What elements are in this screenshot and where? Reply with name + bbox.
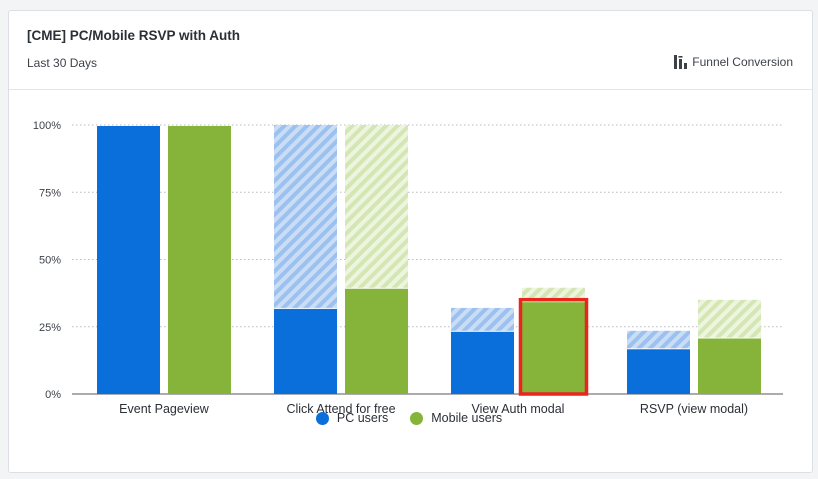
chart-legend: PC users Mobile users (0, 411, 818, 425)
x-category-label: View Auth modal (472, 402, 565, 416)
conversion-bar-mobile[interactable] (168, 126, 231, 394)
dropoff-bar-mobile[interactable] (345, 125, 408, 288)
funnel-conversion-label: Funnel Conversion (692, 55, 793, 69)
highlight-box (518, 297, 589, 396)
legend-item-pc-users[interactable]: PC users (315, 411, 389, 425)
conversion-bar-pc[interactable] (97, 126, 160, 394)
conversion-bar-mobile[interactable] (522, 302, 585, 394)
y-tick-label: 25% (39, 322, 61, 334)
pc-users-swatch (315, 411, 329, 425)
y-axis: 0% 25% 50% 75% 100% (33, 120, 61, 401)
y-tick-label: 50% (39, 255, 61, 267)
y-tick-label: 0% (45, 389, 61, 401)
funnel-conversion-toggle[interactable]: Funnel Conversion (674, 55, 793, 69)
dropoff-bar-pc[interactable] (274, 125, 337, 308)
date-range-label: Last 30 Days (27, 56, 98, 70)
conversion-bar-pc[interactable] (274, 308, 337, 394)
conversion-bar-mobile[interactable] (698, 338, 761, 394)
x-category-label: RSVP (view modal) (640, 402, 748, 416)
legend-label-pc-users: PC users (336, 411, 389, 425)
legend-item-mobile-users[interactable]: Mobile users (410, 411, 502, 425)
chart-header: [CME] PC/Mobile RSVP with Auth Last 30 D… (9, 11, 812, 90)
y-tick-label: 100% (33, 120, 61, 132)
x-category-label: Event Pageview (119, 402, 210, 416)
dropoff-bar-mobile[interactable] (698, 299, 761, 338)
dropoff-bar-mobile[interactable] (522, 287, 585, 302)
funnel-conversion-icon (674, 55, 688, 69)
conversion-bar-pc[interactable] (451, 331, 514, 394)
x-category-label: Click Attend for free (286, 402, 395, 416)
conversion-bar-mobile[interactable] (345, 288, 408, 394)
chart-title[interactable]: [CME] PC/Mobile RSVP with Auth (27, 28, 240, 43)
mobile-users-swatch (410, 411, 424, 425)
bars (97, 125, 761, 396)
dropoff-bar-pc[interactable] (451, 307, 514, 331)
conversion-bar-pc[interactable] (627, 349, 690, 394)
x-axis: Event Pageview Click Attend for free View … (119, 402, 748, 416)
dropoff-bar-pc[interactable] (627, 330, 690, 349)
legend-label-mobile-users: Mobile users (431, 411, 503, 425)
y-tick-label: 75% (39, 187, 61, 199)
